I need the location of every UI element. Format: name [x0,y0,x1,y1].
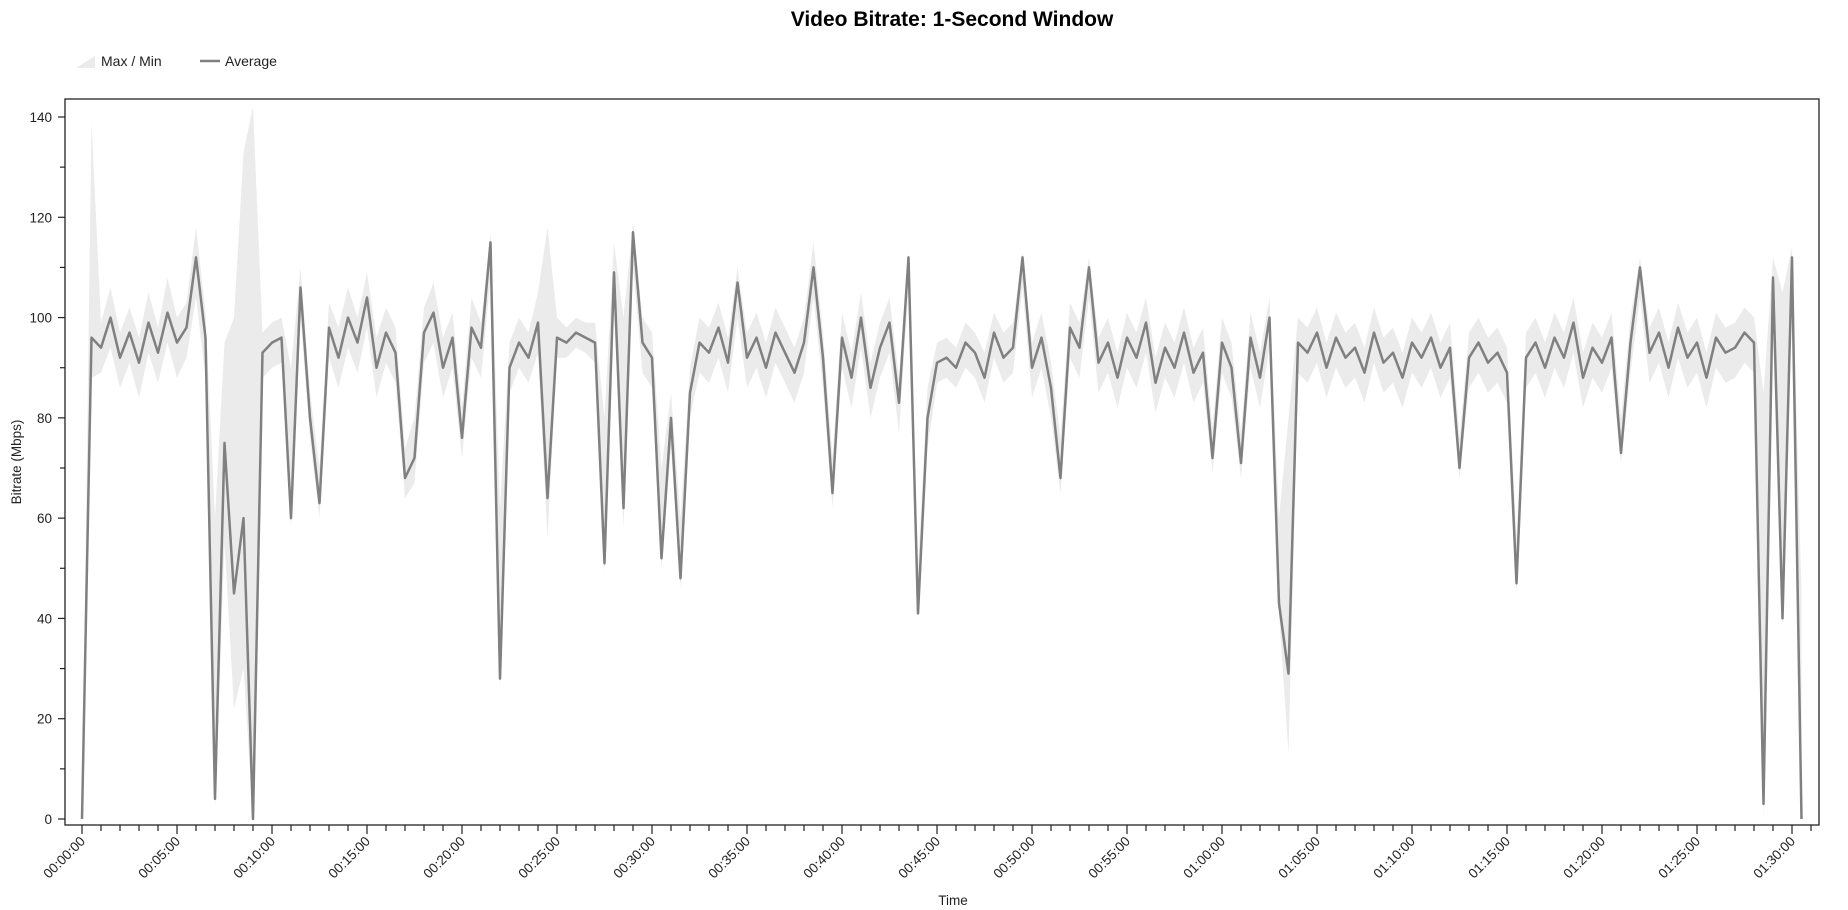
x-tick-label: 01:25:00 [1655,834,1703,882]
x-tick-label: 00:00:00 [40,834,88,882]
x-tick-label: 01:05:00 [1275,834,1323,882]
x-tick-label: 00:20:00 [420,834,468,882]
y-tick-label: 140 [29,110,52,125]
y-tick-label: 0 [44,812,52,827]
x-axis-title: Time [938,893,968,908]
y-tick-label: 40 [37,611,52,626]
y-tick-label: 20 [37,712,52,727]
chart-title: Video Bitrate: 1-Second Window [791,8,1114,31]
max-min-band-layer [82,107,1802,819]
average-line-layer [80,231,1803,821]
x-tick-label: 00:55:00 [1085,834,1133,882]
legend: Max / Min Average [76,53,277,69]
y-axis: 0 20 40 60 80 100 120 140 [29,110,65,827]
average-line [80,231,1803,821]
y-axis-title: Bitrate (Mbps) [9,420,24,505]
x-tick-label: 01:00:00 [1180,834,1228,882]
x-tick-label: 01:15:00 [1465,834,1513,882]
x-axis: 00:00:00 00:05:00 00:10:00 00:15:00 00:20:00… [40,825,1812,882]
x-tick-label: 00:40:00 [800,834,848,882]
x-tick-label: 00:30:00 [610,834,658,882]
x-tick-label: 00:05:00 [135,834,183,882]
legend-max-min-label: Max / Min [101,53,162,69]
legend-max-min-swatch [76,56,95,68]
y-tick-label: 100 [29,311,52,326]
legend-average-label: Average [225,53,277,69]
y-tick-label: 120 [29,210,52,225]
x-tick-label: 00:45:00 [895,834,943,882]
x-tick-label: 00:50:00 [990,834,1038,882]
y-tick-label: 60 [37,511,52,526]
x-tick-label: 01:20:00 [1560,834,1608,882]
x-tick-label: 00:15:00 [325,834,373,882]
plot-frame [64,98,1820,826]
x-tick-label: 00:10:00 [230,834,278,882]
x-tick-label: 00:35:00 [705,834,753,882]
x-tick-label: 01:10:00 [1370,834,1418,882]
y-tick-label: 80 [37,411,52,426]
x-tick-label: 00:25:00 [515,834,563,882]
x-tick-label: 01:30:00 [1750,834,1798,882]
max-min-band [82,107,1802,819]
